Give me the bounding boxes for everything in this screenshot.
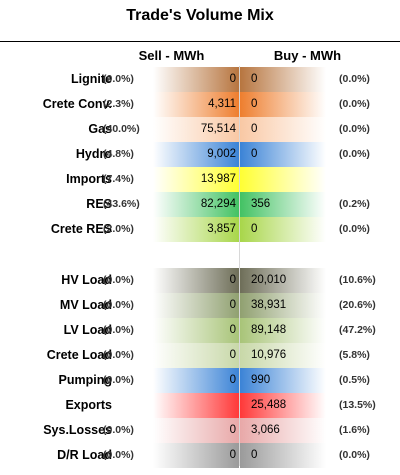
buy-percent: (47.2%): [339, 324, 376, 336]
sell-percent: (7.4%): [103, 173, 134, 185]
buy-value-cell: 990: [240, 368, 326, 393]
sell-percent: (40.0%): [103, 123, 140, 135]
buy-value-cell: 10,976: [240, 343, 326, 368]
sell-value-cell: 0: [153, 343, 239, 368]
sell-percent: (0.0%): [103, 324, 134, 336]
sell-percent: (2.3%): [103, 98, 134, 110]
sell-percent: (0.0%): [103, 424, 134, 436]
sell-value-cell: 3,857: [153, 217, 239, 242]
row-label: MV Load: [59, 298, 112, 312]
row-label: Sys.Losses: [43, 423, 112, 437]
sell-percent: (0.0%): [103, 449, 134, 461]
row-label: Imports: [66, 172, 112, 186]
table-row: LV Load (0.0%) 0 89,148 (47.2%): [0, 318, 400, 343]
row-label: Lignite: [71, 72, 112, 86]
sell-percent: (0.0%): [103, 274, 134, 286]
buy-value-cell: 20,010: [240, 268, 326, 293]
sell-value-cell: 0: [153, 318, 239, 343]
buy-percent: (0.0%): [339, 98, 370, 110]
sell-percent: (4.8%): [103, 148, 134, 160]
sell-percent: (0.0%): [103, 349, 134, 361]
buy-value-cell: 356: [240, 192, 326, 217]
sell-percent: (2.0%): [103, 223, 134, 235]
row-label: Hydro: [75, 147, 112, 161]
buy-column-header: Buy - MWh: [273, 48, 342, 63]
buy-percent: (0.2%): [339, 198, 370, 210]
row-label: Pumping: [58, 373, 112, 387]
table-row: D/R Load (0.0%) 0 0 (0.0%): [0, 443, 400, 468]
buy-percent: (0.0%): [339, 148, 370, 160]
sell-column-header: Sell - MWh: [138, 48, 205, 63]
sell-value-cell: 9,002: [153, 142, 239, 167]
sell-value-cell: 0: [153, 268, 239, 293]
sell-percent: (0.0%): [103, 299, 134, 311]
center-divider: [239, 66, 240, 466]
sell-value-cell: 82,294: [153, 192, 239, 217]
table-row: Gas (40.0%) 75,514 0 (0.0%): [0, 117, 400, 142]
table-row: Crete Load (0.0%) 0 10,976 (5.8%): [0, 343, 400, 368]
buy-percent: (20.6%): [339, 299, 376, 311]
buy-value-cell: 38,931: [240, 293, 326, 318]
table-row: RES (43.6%) 82,294 356 (0.2%): [0, 192, 400, 217]
row-label: Crete Conv.: [42, 97, 112, 111]
table-row: Sys.Losses (0.0%) 0 3,066 (1.6%): [0, 418, 400, 443]
buy-percent: (1.6%): [339, 424, 370, 436]
row-label: Exports: [65, 398, 112, 412]
buy-value-cell: 25,488: [240, 393, 326, 418]
buy-percent: (0.0%): [339, 223, 370, 235]
buy-percent: (5.8%): [339, 349, 370, 361]
table-row: Crete Conv. (2.3%) 4,311 0 (0.0%): [0, 92, 400, 117]
table-row: Exports 25,488 (13.5%): [0, 393, 400, 418]
row-label: RES: [86, 197, 112, 211]
buy-value-cell: 0: [240, 67, 326, 92]
sell-value-cell: 0: [153, 67, 239, 92]
buy-percent: (0.0%): [339, 449, 370, 461]
table-row: Crete RES (2.0%) 3,857 0 (0.0%): [0, 217, 400, 242]
sell-value-cell: 4,311: [153, 92, 239, 117]
sell-value-cell: 0: [153, 368, 239, 393]
sell-percent: (0.0%): [103, 374, 134, 386]
buy-percent: (10.6%): [339, 274, 376, 286]
buy-value-cell: 0: [240, 443, 326, 468]
table-row: HV Load (0.0%) 0 20,010 (10.6%): [0, 268, 400, 293]
buy-percent: (0.5%): [339, 374, 370, 386]
buy-value-cell: 0: [240, 142, 326, 167]
sell-percent: (43.6%): [103, 198, 140, 210]
sell-value-cell: [153, 393, 239, 418]
buy-value-cell: 0: [240, 117, 326, 142]
row-label: D/R Load: [57, 448, 112, 462]
row-label: LV Load: [63, 323, 112, 337]
table-row: Pumping (0.0%) 0 990 (0.5%): [0, 368, 400, 393]
table-row: MV Load (0.0%) 0 38,931 (20.6%): [0, 293, 400, 318]
row-label: Gas: [88, 122, 112, 136]
buy-value-cell: 0: [240, 92, 326, 117]
buy-percent: (13.5%): [339, 399, 376, 411]
buy-value-cell: 89,148: [240, 318, 326, 343]
row-label: HV Load: [61, 273, 112, 287]
buy-value-cell: 3,066: [240, 418, 326, 443]
buy-value-cell: 0: [240, 217, 326, 242]
buy-value-cell: [240, 167, 326, 192]
buy-percent: (0.0%): [339, 73, 370, 85]
header-rule: [0, 41, 400, 42]
sell-value-cell: 13,987: [153, 167, 239, 192]
row-label: Crete Load: [46, 348, 112, 362]
table-row: Imports (7.4%) 13,987: [0, 167, 400, 192]
sell-percent: (0.0%): [103, 73, 134, 85]
row-label: Crete RES: [50, 222, 112, 236]
buy-percent: (0.0%): [339, 123, 370, 135]
sell-value-cell: 0: [153, 443, 239, 468]
table-row: Lignite (0.0%) 0 0 (0.0%): [0, 67, 400, 92]
table-row: Hydro (4.8%) 9,002 0 (0.0%): [0, 142, 400, 167]
sell-value-cell: 0: [153, 418, 239, 443]
chart-title: Trade's Volume Mix: [126, 7, 274, 24]
sell-value-cell: 0: [153, 293, 239, 318]
sell-value-cell: 75,514: [153, 117, 239, 142]
